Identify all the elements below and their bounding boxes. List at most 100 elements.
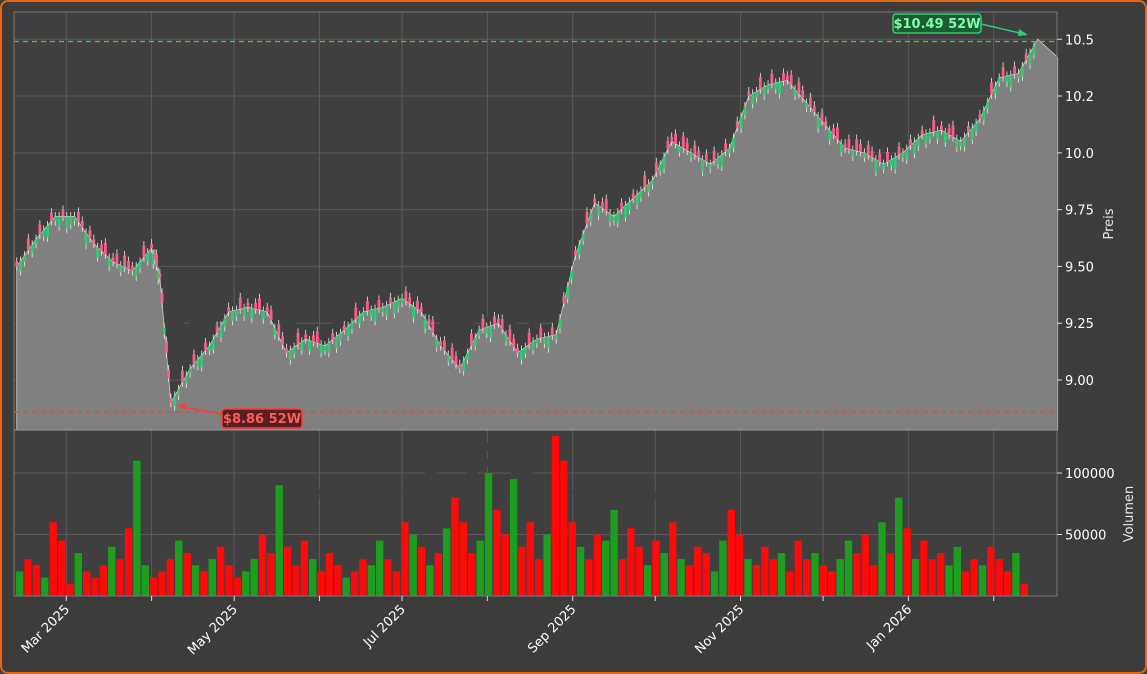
candle-body — [130, 266, 134, 271]
candle-body — [535, 339, 539, 344]
candle-body — [134, 266, 138, 277]
high-low-lines — [14, 40, 1057, 413]
volume-bar — [844, 540, 853, 596]
candle-body — [693, 145, 697, 156]
candle-body — [30, 244, 34, 253]
candle-body — [986, 102, 990, 109]
volume-axis-label: Volumen — [1122, 486, 1137, 543]
candle-body — [288, 350, 292, 361]
volume-bar — [309, 559, 317, 596]
price-tick-label: 9.50 — [1065, 260, 1094, 275]
candle-body — [177, 389, 180, 396]
volume-bar — [24, 559, 32, 596]
volume-bar — [451, 497, 459, 596]
volume-bar — [57, 540, 66, 596]
volume-bar — [359, 559, 367, 596]
volume-bar — [652, 540, 660, 596]
price-ticks: 9.00 9.25 9.50 9.75 10.0 10.2 10.5 — [1057, 33, 1094, 389]
volume-bar — [694, 546, 702, 596]
candle-body — [46, 225, 49, 238]
candle-body — [731, 137, 735, 148]
candle-body — [435, 339, 439, 348]
candle-body — [377, 300, 381, 309]
volume-bar — [627, 528, 635, 596]
volume-bar — [325, 552, 334, 596]
candle-body — [207, 345, 211, 351]
volume-bar — [225, 565, 233, 596]
candle-body — [181, 370, 184, 383]
volume-bar — [618, 559, 627, 596]
candle-body — [466, 353, 469, 360]
volume-bar — [501, 534, 509, 596]
candle-body — [381, 307, 385, 312]
candle-body — [755, 91, 758, 98]
candle-body — [242, 308, 246, 317]
price-tick-label: 9.00 — [1065, 374, 1094, 389]
candle-body — [901, 152, 905, 158]
candle-body — [604, 199, 608, 212]
candle-body — [943, 132, 947, 143]
volume-bar — [32, 565, 41, 596]
high-annotation: $10.49 52W — [892, 13, 1028, 36]
candle-body — [84, 232, 88, 245]
volume-bar — [409, 534, 417, 596]
candle-body — [392, 301, 396, 314]
candle-body — [612, 216, 616, 221]
candle-body — [647, 183, 651, 192]
volume-bar — [518, 546, 526, 596]
candle-body — [809, 97, 812, 108]
candle-body — [42, 230, 46, 237]
price-tick-label: 9.25 — [1065, 317, 1094, 332]
volume-bar — [643, 565, 652, 596]
candle-body — [408, 297, 412, 304]
volume-bar — [702, 552, 710, 596]
volume-bar — [752, 565, 761, 596]
volume-bar — [828, 571, 836, 596]
candle-body — [156, 271, 160, 281]
candle-body — [354, 307, 358, 320]
candle-body — [219, 325, 223, 338]
candle-body — [450, 347, 454, 360]
candle-body — [866, 145, 870, 156]
candle-body — [654, 162, 658, 173]
volume-bar — [258, 534, 267, 596]
candle-body — [250, 308, 254, 319]
candle-body — [188, 368, 192, 374]
candle-body — [643, 175, 647, 188]
volume-bar — [91, 577, 99, 596]
candle-body — [373, 309, 377, 321]
candle-body — [539, 328, 543, 339]
volume-bar — [769, 559, 777, 596]
candle-body — [111, 257, 115, 262]
candle-body — [570, 270, 573, 280]
candle-body — [65, 216, 69, 229]
candle-body — [158, 273, 162, 278]
candle-body — [493, 316, 496, 325]
volume-bar — [509, 479, 518, 596]
volume-bar — [886, 552, 895, 596]
candle-body — [454, 355, 458, 365]
volume-bar — [242, 571, 250, 596]
candle-body — [566, 286, 570, 299]
candle-body — [928, 132, 932, 140]
candle-body — [658, 164, 662, 172]
candle-body — [678, 146, 681, 153]
candle-body — [92, 239, 96, 244]
candle-body — [932, 120, 936, 132]
volume-bar — [468, 552, 476, 596]
candle-body — [1032, 46, 1036, 55]
price-tick-label: 10.0 — [1065, 147, 1094, 162]
date-tick-label: Nov 2025 — [692, 602, 747, 657]
candle-body — [304, 334, 308, 340]
price-axis-label: Preis — [1102, 208, 1117, 239]
candle-body — [331, 333, 335, 340]
candle-body — [758, 77, 762, 90]
candle-body — [335, 336, 338, 349]
candle-body — [19, 260, 23, 271]
volume-bar — [191, 565, 200, 596]
candle-body — [882, 164, 886, 169]
volume-bar — [426, 565, 434, 596]
candle-body — [527, 332, 531, 345]
candle-body — [689, 152, 693, 158]
candle-body — [300, 341, 304, 351]
